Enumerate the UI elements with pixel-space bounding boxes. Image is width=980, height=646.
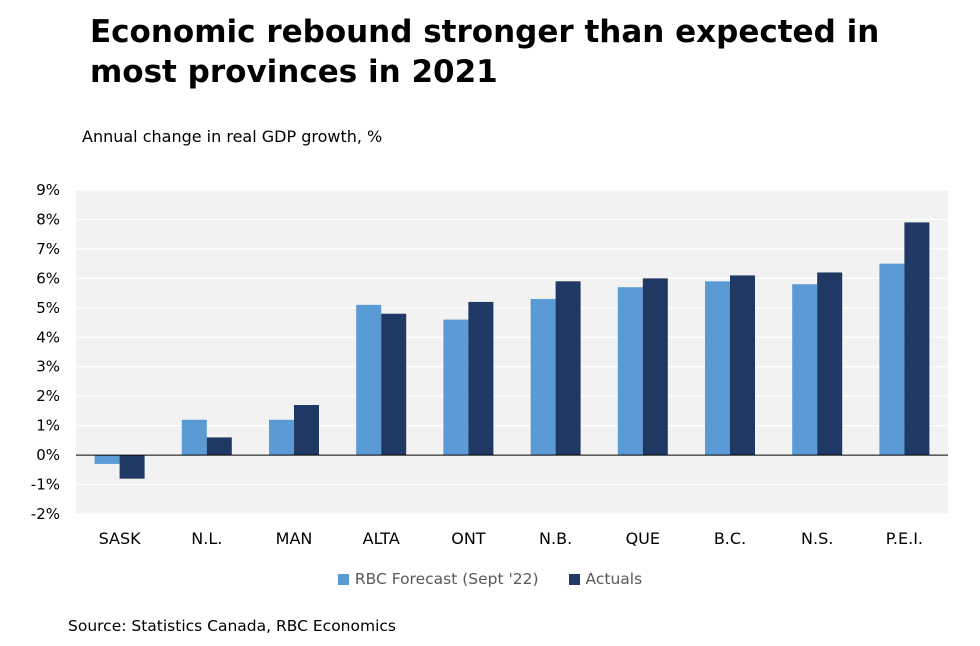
x-tick-label: ALTA [363,529,400,548]
bar-forecast [181,419,207,456]
x-tick-label: N.B. [539,529,572,548]
y-tick-label: 3% [36,358,60,376]
y-tick-label: -2% [31,505,60,523]
bar-actuals [555,281,581,456]
bar-chart: -2% -1% 0% 1% 2% 3% 4% 5% 6% 7% 8% 9% SASK N.L. MAN AL… [31,181,948,548]
y-tick-label: -1% [31,476,60,494]
bar-actuals [206,437,232,456]
x-tick-label: N.S. [801,529,833,548]
x-tick-label: P.E.I. [886,529,923,548]
bar-forecast [443,319,469,456]
legend-swatch-actuals [568,573,580,585]
x-tick-label: SASK [99,529,142,548]
y-tick-label: 7% [36,240,60,258]
x-tick-label: QUE [626,529,660,548]
legend-label-actuals: Actuals [585,570,643,588]
legend-item-forecast: RBC Forecast (Sept '22) [337,570,539,588]
x-axis-tick-labels: SASK N.L. MAN ALTA ONT N.B. QUE B.C. N.S. P.E.I. [99,529,923,548]
y-tick-label: 1% [36,417,60,435]
legend-item-actuals: Actuals [568,570,643,588]
bar-actuals [468,301,494,456]
y-tick-label: 4% [36,328,60,346]
bar-forecast [530,298,556,456]
bar-forecast [792,284,818,456]
bar-forecast [356,304,382,456]
bar-forecast [94,455,120,464]
bar-forecast [879,263,905,456]
y-tick-label: 2% [36,387,60,405]
bar-actuals [904,222,930,456]
chart-subtitle: Annual change in real GDP growth, % [82,127,383,146]
bar-forecast [269,419,294,456]
bar-actuals [119,455,145,479]
y-tick-label: 6% [36,269,60,287]
y-tick-label: 5% [36,299,60,317]
bars [94,222,930,479]
x-tick-label: B.C. [714,529,746,548]
bar-actuals [817,272,843,456]
bar-actuals [642,278,668,456]
y-axis-tick-labels: -2% -1% 0% 1% 2% 3% 4% 5% 6% 7% 8% 9% [31,181,60,523]
x-tick-label: ONT [451,529,486,548]
bar-forecast [617,287,643,456]
bar-forecast [705,281,730,456]
bar-actuals [294,405,319,456]
source-note: Source: Statistics Canada, RBC Economics [68,617,396,635]
bar-actuals [381,313,407,456]
bar-actuals [730,275,755,456]
x-tick-label: N.L. [191,529,222,548]
y-tick-label: 0% [36,446,60,464]
chart-title: Economic rebound stronger than expected … [90,14,880,90]
legend-swatch-forecast [337,573,349,585]
y-tick-label: 8% [36,210,60,228]
legend: RBC Forecast (Sept '22) Actuals [0,570,980,588]
x-tick-label: MAN [276,529,313,548]
legend-label-forecast: RBC Forecast (Sept '22) [354,570,539,588]
y-tick-label: 9% [36,181,60,199]
